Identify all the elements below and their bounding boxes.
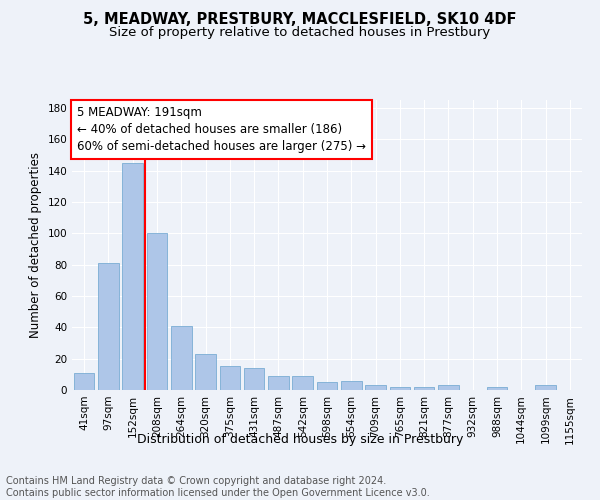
Bar [74, 373, 94, 390]
Bar [438, 386, 459, 390]
Y-axis label: Number of detached properties: Number of detached properties [29, 152, 42, 338]
Bar [195, 354, 216, 390]
Bar [292, 376, 313, 390]
Text: Distribution of detached houses by size in Prestbury: Distribution of detached houses by size … [137, 432, 463, 446]
Text: 5 MEADWAY: 191sqm
← 40% of detached houses are smaller (186)
60% of semi-detache: 5 MEADWAY: 191sqm ← 40% of detached hous… [77, 106, 366, 153]
Bar [317, 382, 337, 390]
Bar [171, 326, 191, 390]
Text: Contains HM Land Registry data © Crown copyright and database right 2024.
Contai: Contains HM Land Registry data © Crown c… [6, 476, 430, 498]
Bar [389, 387, 410, 390]
Bar [220, 366, 240, 390]
Bar [414, 387, 434, 390]
Bar [365, 386, 386, 390]
Bar [146, 233, 167, 390]
Bar [535, 386, 556, 390]
Text: Size of property relative to detached houses in Prestbury: Size of property relative to detached ho… [109, 26, 491, 39]
Bar [341, 380, 362, 390]
Bar [244, 368, 265, 390]
Bar [268, 376, 289, 390]
Text: 5, MEADWAY, PRESTBURY, MACCLESFIELD, SK10 4DF: 5, MEADWAY, PRESTBURY, MACCLESFIELD, SK1… [83, 12, 517, 28]
Bar [98, 263, 119, 390]
Bar [487, 387, 508, 390]
Bar [122, 162, 143, 390]
